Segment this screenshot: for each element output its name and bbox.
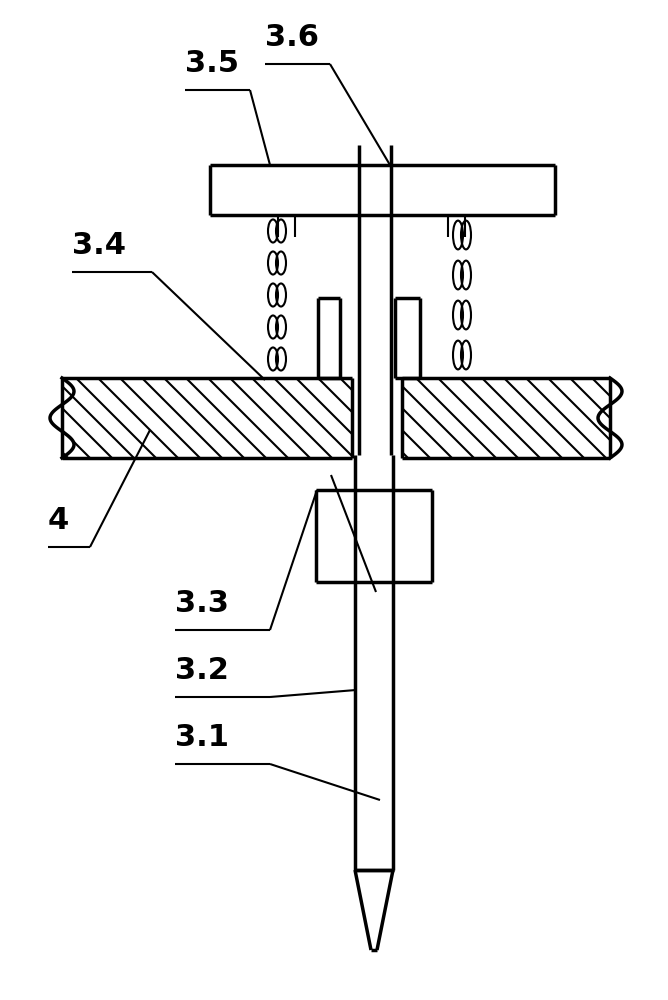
Text: 3.2: 3.2 xyxy=(175,656,229,685)
Text: 3.1: 3.1 xyxy=(175,723,229,752)
Text: 3.3: 3.3 xyxy=(175,589,229,618)
Text: 3.5: 3.5 xyxy=(185,49,239,78)
Text: 4: 4 xyxy=(48,506,69,535)
Text: 3.4: 3.4 xyxy=(72,231,126,260)
Text: 3.6: 3.6 xyxy=(265,23,319,52)
